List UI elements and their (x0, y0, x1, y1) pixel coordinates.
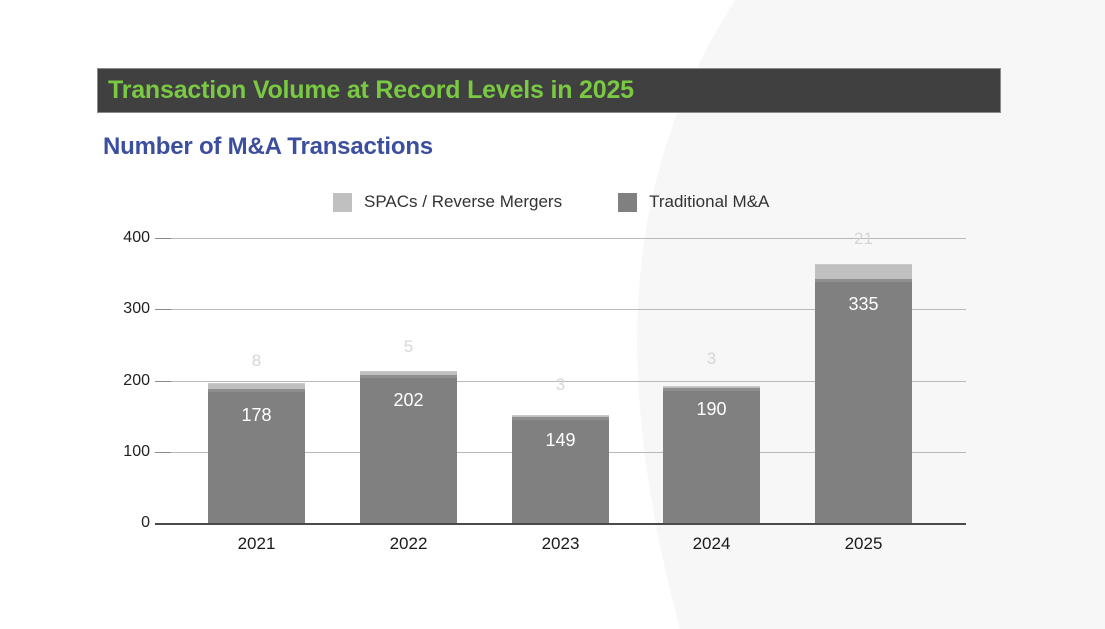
axis-baseline (155, 523, 966, 525)
legend-item-spacs[interactable]: SPACs / Reverse Mergers (333, 192, 562, 212)
bar-segment-traditional-2021[interactable] (208, 389, 305, 523)
bar-segment-spacs-2025[interactable] (815, 264, 912, 279)
bar-label-spacs-2024: 3 (706, 349, 717, 368)
bar-label-traditional-2025: 335 (848, 294, 879, 314)
bar-segment-traditional-2022[interactable] (360, 375, 457, 523)
bar-segment-traditional-2023[interactable] (512, 417, 609, 523)
legend-label-traditional: Traditional M&A (649, 192, 770, 211)
tickmark-100 (155, 452, 171, 453)
bar-label-spacs-2025: 21 (854, 229, 873, 248)
gridline-400 (155, 238, 966, 239)
bar-segment-traditional-2025[interactable] (815, 279, 912, 523)
bar-label-traditional-2022: 202 (393, 390, 424, 410)
bar-label-spacs-2022: 5 (403, 337, 414, 356)
page-title: Transaction Volume at Record Levels in 2… (108, 76, 634, 104)
ytick-label-200: 200 (123, 372, 150, 389)
chart-legend: SPACs / Reverse Mergers Traditional M&A (333, 192, 769, 212)
ytick-label-100: 100 (123, 443, 150, 460)
slide-title-bar: Transaction Volume at Record Levels in 2… (97, 68, 1001, 113)
bar-label-traditional-2023: 149 (545, 430, 576, 450)
bar-segment-spacs-2024[interactable] (663, 386, 760, 388)
square-swatch-icon (618, 192, 638, 212)
gridline-200 (155, 381, 966, 382)
xtick-label-2023: 2023 (541, 534, 580, 553)
tickmark-300 (155, 309, 171, 310)
ytick-label-0: 0 (141, 514, 150, 531)
bar-segment-spacs-2021[interactable] (208, 383, 305, 389)
tickmark-200 (155, 381, 171, 382)
legend-item-traditional[interactable]: Traditional M&A (618, 192, 769, 212)
ytick-label-300: 300 (123, 300, 150, 317)
ytick-label-400: 400 (123, 229, 150, 246)
square-swatch-icon (333, 192, 352, 212)
bar-segment-traditional-2024[interactable] (663, 388, 760, 523)
legend-label-spacs: SPACs / Reverse Mergers (364, 192, 563, 211)
chart-subtitle: Number of M&A Transactions (103, 133, 433, 160)
bar-label-spacs-2021: 8 (251, 351, 262, 370)
bar-label-traditional-2021: 178 (241, 405, 272, 425)
bar-segment-spacs-2022[interactable] (360, 371, 457, 375)
bar-segment-spacs-2023[interactable] (512, 415, 609, 417)
xtick-label-2022: 2022 (389, 534, 428, 553)
tickmark-400 (155, 238, 171, 239)
bar-label-spacs-2023: 3 (555, 375, 566, 394)
xtick-label-2021: 2021 (237, 534, 276, 553)
xtick-label-2025: 2025 (844, 534, 883, 553)
gridline-300 (155, 309, 966, 310)
xtick-label-2024: 2024 (692, 534, 731, 553)
bar-label-traditional-2024: 190 (696, 399, 727, 419)
